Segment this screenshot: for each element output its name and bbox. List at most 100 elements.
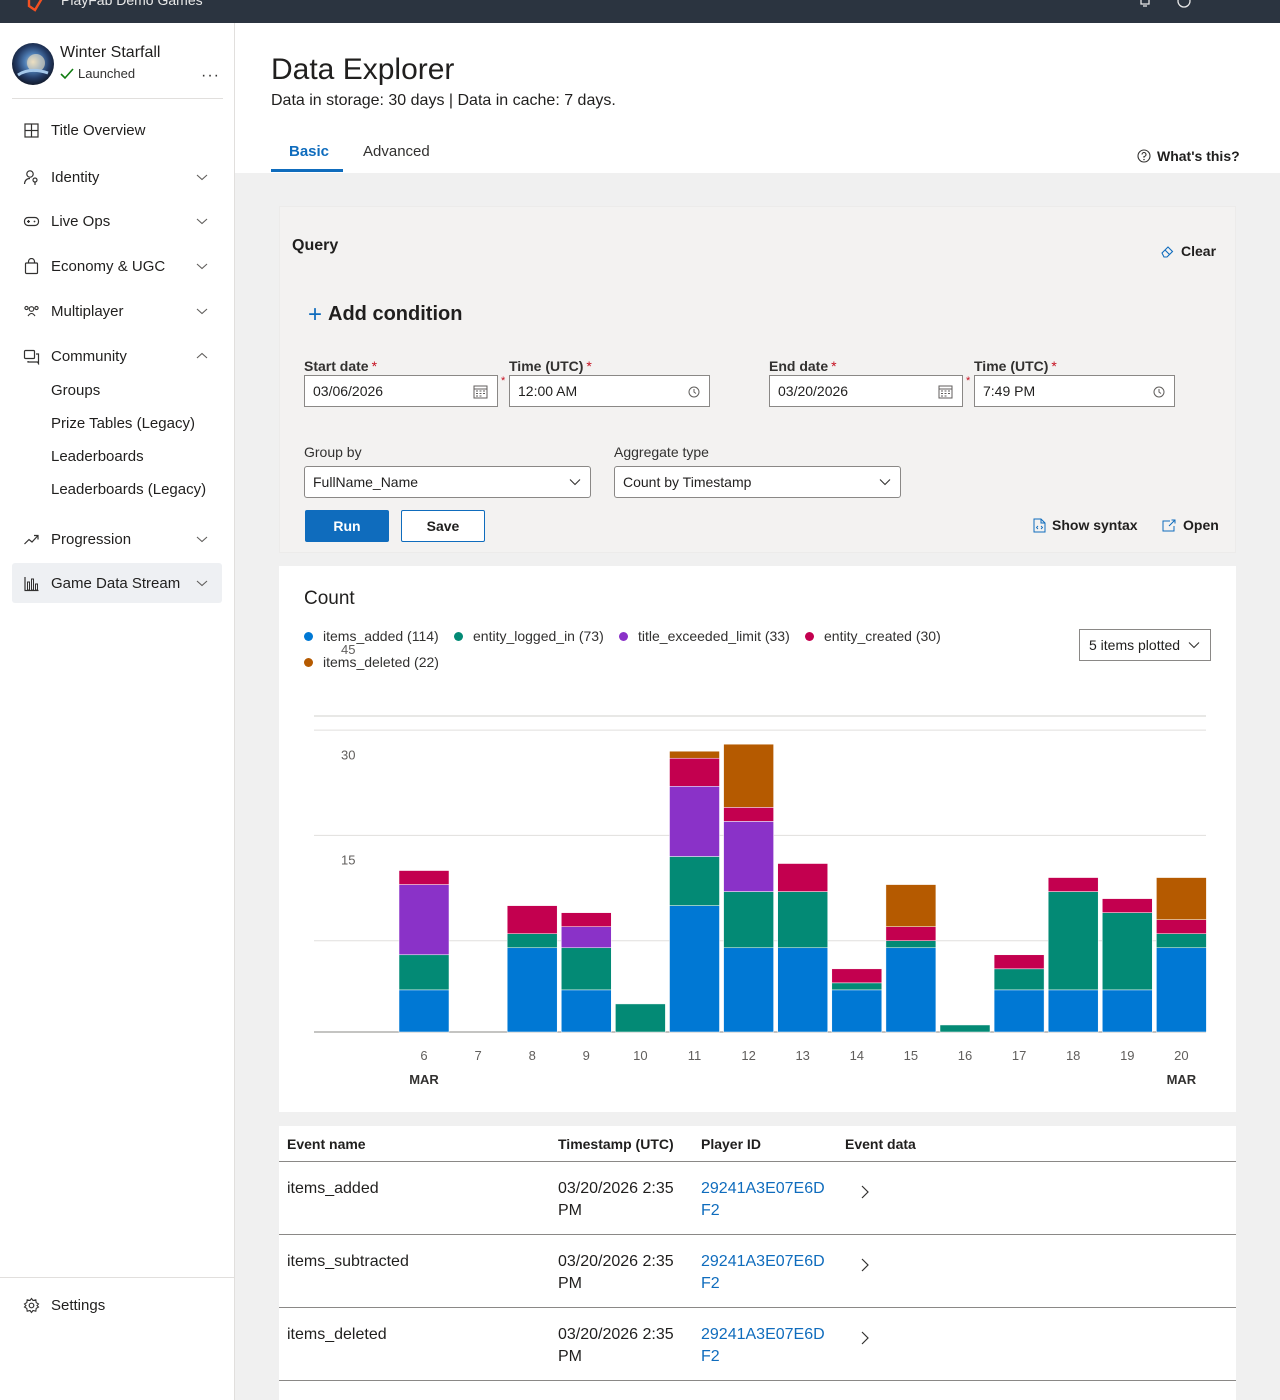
player-id-link[interactable]: 29241A3E07E6DF2 <box>701 1253 825 1292</box>
column-header-event-data[interactable]: Event data <box>845 1136 916 1152</box>
bar-segment-entity-logged-in <box>993 968 1045 991</box>
clock-icon[interactable] <box>688 386 700 398</box>
title-name: Winter Starfall <box>60 44 161 61</box>
show-syntax-button[interactable]: Show syntax <box>1033 517 1138 533</box>
sidebar-subitem-leaderboards-legacy[interactable]: Leaderboards (Legacy) <box>51 481 207 498</box>
events-table: Event name Timestamp (UTC) Player ID Eve… <box>279 1126 1236 1400</box>
legend-dot <box>304 657 313 667</box>
event-name-cell: items_subtracted <box>287 1253 409 1270</box>
sidebar-item-game-data-stream[interactable]: Game Data Stream <box>12 563 222 603</box>
legend-item-entity-logged-in[interactable]: entity_logged_in (73) <box>454 628 604 644</box>
end-date-field[interactable]: 03/20/2026 <box>769 375 963 407</box>
bar-segment-items-added <box>561 989 612 1033</box>
group-by-dropdown[interactable]: FullName_Name <box>304 466 591 498</box>
chevron-right-icon[interactable] <box>859 1257 871 1273</box>
sidebar-item-title-overview[interactable]: Title Overview <box>12 110 222 150</box>
sidebar-subitem-groups[interactable]: Groups <box>51 382 101 399</box>
sidebar-item-identity[interactable]: Identity <box>12 157 222 197</box>
sidebar-item-label: Identity <box>51 168 100 186</box>
bar-segment-entity-logged-in <box>777 891 828 949</box>
end-time-field[interactable]: 7:49 PM <box>974 375 1175 407</box>
legend-label: entity_logged_in (73) <box>473 628 604 644</box>
column-header-event-name[interactable]: Event name <box>287 1136 366 1152</box>
legend-dot <box>805 631 814 641</box>
chevron-right-icon[interactable] <box>859 1184 871 1200</box>
legend-dot <box>304 631 313 641</box>
top-bar: PlayFab Demo Games <box>0 0 1280 23</box>
eraser-icon <box>1161 245 1174 258</box>
more-options-button[interactable]: ··· <box>201 67 220 84</box>
legend-item-items-deleted[interactable]: items_deleted (22) <box>304 654 439 670</box>
player-id-link[interactable]: 29241A3E07E6DF2 <box>701 1326 825 1365</box>
studio-name[interactable]: PlayFab Demo Games <box>61 0 203 8</box>
bar-segment-entity-logged-in <box>615 1003 666 1033</box>
sidebar-item-label: Game Data Stream <box>51 574 181 592</box>
table-row[interactable]: items_deleted 03/20/2026 2:35 PM 29241A3… <box>279 1308 1236 1381</box>
x-tick-label: 20 <box>1174 1048 1188 1063</box>
plus-icon: + <box>308 300 323 328</box>
clear-button[interactable]: Clear <box>1160 243 1216 259</box>
x-tick-label: 7 <box>474 1048 481 1063</box>
tab-advanced[interactable]: Advanced <box>363 143 430 160</box>
whats-this-label: What's this? <box>1157 148 1240 164</box>
items-plotted-dropdown[interactable]: 5 items plotted <box>1079 629 1211 661</box>
sidebar-item-community[interactable]: Community <box>12 336 222 376</box>
bar-segment-items-added <box>1102 989 1153 1033</box>
clock-icon[interactable] <box>1153 386 1165 398</box>
tab-basic[interactable]: Basic <box>289 143 330 160</box>
whats-this-link[interactable]: What's this? <box>1137 148 1240 164</box>
chevron-down-icon <box>879 479 891 486</box>
column-header-player-id[interactable]: Player ID <box>701 1136 761 1152</box>
table-row[interactable]: items_added 03/20/2026 2:35 PM 29241A3E0… <box>279 1162 1236 1235</box>
player-id-link[interactable]: 29241A3E07E6DF2 <box>701 1180 825 1219</box>
start-date-field[interactable]: 03/06/2026 <box>304 375 498 407</box>
column-header-timestamp[interactable]: Timestamp (UTC) <box>558 1136 674 1152</box>
start-time-label: Time (UTC) * <box>509 358 592 374</box>
sidebar-item-label: Multiplayer <box>51 302 124 320</box>
save-button[interactable]: Save <box>401 510 485 542</box>
title-card[interactable]: Winter Starfall Launched ··· <box>12 43 222 99</box>
settings-divider <box>0 1277 235 1278</box>
page-subtitle: Data in storage: 30 days | Data in cache… <box>271 92 616 109</box>
group-by-label: Group by <box>304 444 362 460</box>
aggregate-type-dropdown[interactable]: Count by Timestamp <box>614 466 901 498</box>
trend-up-icon <box>24 534 39 545</box>
sidebar-item-progression[interactable]: Progression <box>12 519 222 559</box>
table-row[interactable]: items_subtracted 03/20/2026 2:35 PM 2924… <box>279 1235 1236 1308</box>
help-icon[interactable] <box>1177 0 1191 8</box>
legend-dot <box>619 631 628 641</box>
legend-label: entity_created (30) <box>824 628 941 644</box>
calendar-icon[interactable] <box>938 384 953 399</box>
bar-segment-items-deleted <box>723 743 774 808</box>
run-button[interactable]: Run <box>305 510 389 542</box>
code-document-icon <box>1033 518 1046 532</box>
chart-panel: 15 30 45 6 7 8 9 10 11 12 13 14 15 16 17 18 19 20 MAR MAR C… <box>279 566 1236 1112</box>
x-month-label: MAR <box>409 1072 439 1087</box>
sidebar-item-multiplayer[interactable]: Multiplayer <box>12 291 222 331</box>
timestamp-cell: 03/20/2026 2:35 PM <box>558 1253 674 1292</box>
bar-segment-items-added <box>723 947 774 1033</box>
legend-dot <box>454 631 463 641</box>
sidebar-item-label: Live Ops <box>51 212 111 230</box>
open-button[interactable]: Open <box>1162 517 1219 533</box>
sidebar-item-settings[interactable]: Settings <box>12 1285 222 1325</box>
calendar-icon[interactable] <box>473 384 488 399</box>
bell-icon[interactable] <box>1138 0 1152 8</box>
legend-item-items-added[interactable]: items_added (114) <box>304 628 439 644</box>
bar-segment-items-deleted <box>885 884 937 927</box>
chevron-right-icon[interactable] <box>859 1330 871 1346</box>
legend-item-title-exceeded-limit[interactable]: title_exceeded_limit (33) <box>619 628 790 644</box>
start-time-field[interactable]: 12:00 AM <box>509 375 710 407</box>
chart-title: Count <box>304 588 355 609</box>
chat-bubbles-icon <box>23 349 40 365</box>
sidebar-item-economy[interactable]: Economy & UGC <box>12 246 222 286</box>
add-condition-label: Add condition <box>328 303 463 325</box>
sidebar-item-live-ops[interactable]: Live Ops <box>12 201 222 241</box>
sidebar-subitem-leaderboards[interactable]: Leaderboards <box>51 448 144 465</box>
bar-segment-entity-logged-in <box>506 933 558 949</box>
legend-item-entity-created[interactable]: entity_created (30) <box>805 628 941 644</box>
sidebar-subitem-prize-tables[interactable]: Prize Tables (Legacy) <box>51 415 195 432</box>
end-date-label: End date * <box>769 358 837 374</box>
bar-segment-entity-created <box>831 968 883 984</box>
add-condition-button[interactable]: + Add condition <box>308 300 463 328</box>
